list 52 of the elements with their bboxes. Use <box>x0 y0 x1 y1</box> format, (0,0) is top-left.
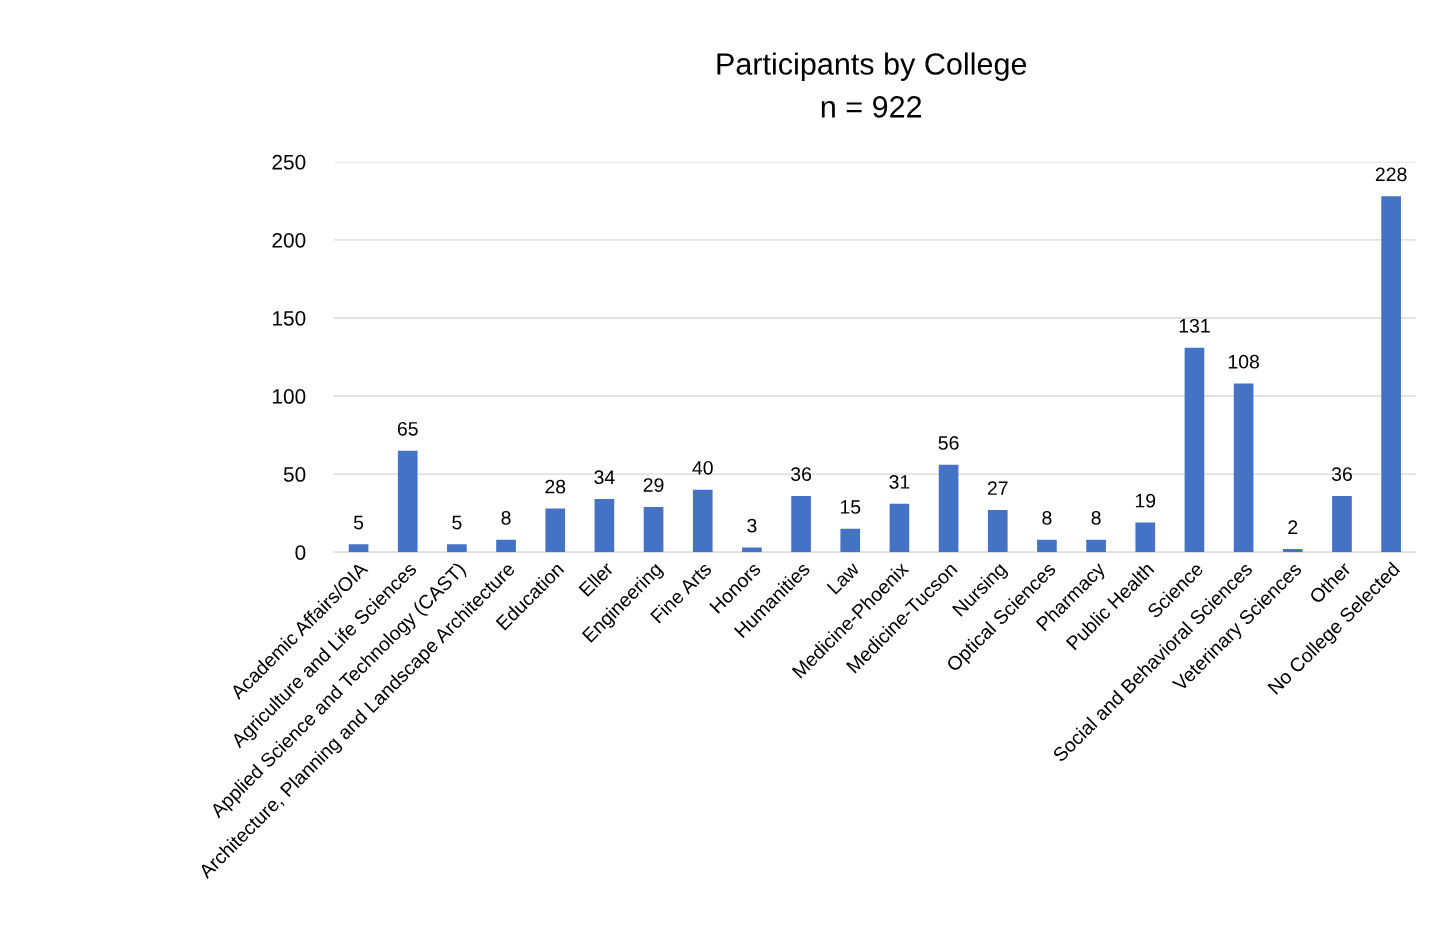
data-label: 40 <box>692 460 713 475</box>
data-label: 5 <box>353 515 364 530</box>
data-label: 2 <box>1288 520 1298 534</box>
bar <box>1332 495 1352 553</box>
data-label: 56 <box>938 436 959 450</box>
data-label: 8 <box>501 510 511 525</box>
bar <box>889 503 910 553</box>
data-label: 29 <box>643 478 664 492</box>
bar <box>938 464 959 553</box>
data-label: 8 <box>1091 510 1101 525</box>
bar <box>1381 196 1401 553</box>
bar <box>1184 347 1205 553</box>
bar <box>1282 549 1303 553</box>
bar <box>397 450 418 553</box>
chart-title: Participants by College <box>717 52 1027 81</box>
data-label: 8 <box>1042 510 1052 525</box>
y-tick-label: 200 <box>272 232 306 248</box>
bar <box>692 489 713 553</box>
y-tick-label: 0 <box>295 545 306 560</box>
bar <box>643 506 664 553</box>
data-label: 108 <box>1228 354 1259 369</box>
bar <box>348 544 369 553</box>
data-label: 3 <box>747 518 757 533</box>
data-label: 228 <box>1375 167 1407 182</box>
bar <box>545 508 566 553</box>
bar <box>840 528 861 553</box>
chart-subtitle: n = 922 <box>821 96 922 118</box>
y-tick-label: 50 <box>283 467 306 482</box>
data-label: 36 <box>1331 467 1352 481</box>
bar <box>742 547 762 553</box>
bar <box>1233 383 1254 553</box>
data-label: 34 <box>594 470 615 485</box>
data-label: 131 <box>1179 318 1210 333</box>
bar <box>1037 539 1057 553</box>
data-label: 27 <box>987 481 1008 495</box>
bar <box>496 539 516 553</box>
data-label: 28 <box>545 479 566 494</box>
data-label: 15 <box>840 500 861 514</box>
y-tick-label: 250 <box>272 154 306 170</box>
data-label: 31 <box>889 475 910 489</box>
data-label: 5 <box>452 515 462 530</box>
data-label: 36 <box>791 467 812 481</box>
data-label: 65 <box>397 421 418 436</box>
y-tick-label: 100 <box>273 389 306 404</box>
y-tick-label: 150 <box>273 310 306 326</box>
bar <box>447 544 467 553</box>
bar <box>1135 522 1156 553</box>
bar <box>791 495 811 553</box>
data-label: 19 <box>1135 493 1156 508</box>
bar <box>987 510 1008 553</box>
bar <box>594 499 615 553</box>
bar <box>1086 539 1106 553</box>
